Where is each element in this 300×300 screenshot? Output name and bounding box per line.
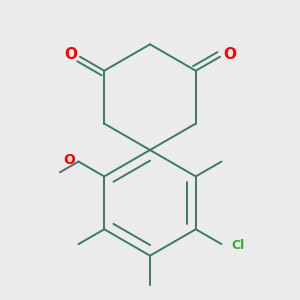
Text: O: O: [63, 153, 75, 167]
Text: O: O: [223, 47, 236, 62]
Text: O: O: [64, 47, 77, 62]
Text: Cl: Cl: [231, 239, 245, 252]
